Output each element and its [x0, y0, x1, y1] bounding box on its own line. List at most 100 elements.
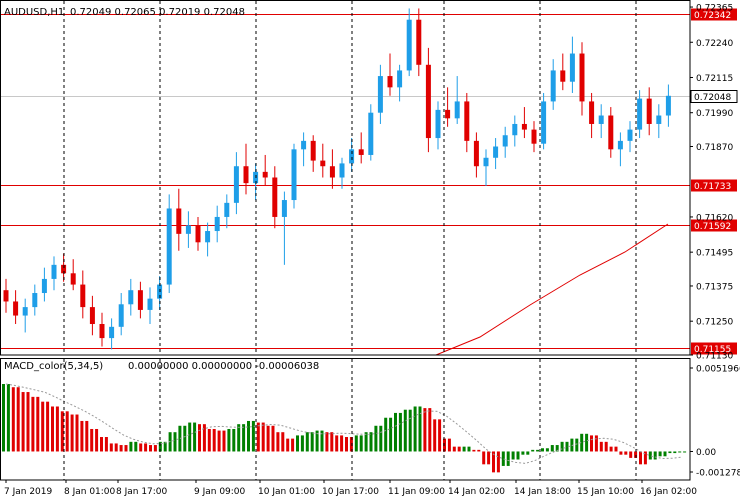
candle[interactable]	[656, 104, 662, 139]
candle[interactable]	[195, 216, 201, 251]
macd-bar	[256, 422, 260, 452]
candle[interactable]	[176, 188, 182, 251]
candle-body	[416, 19, 422, 65]
candle[interactable]	[80, 270, 86, 319]
candle[interactable]	[157, 276, 163, 310]
candle[interactable]	[13, 290, 19, 325]
candle[interactable]	[569, 36, 575, 93]
candle[interactable]	[377, 64, 383, 124]
candle[interactable]	[89, 295, 95, 336]
candle[interactable]	[118, 293, 124, 336]
candle[interactable]	[147, 287, 153, 325]
candle[interactable]	[291, 143, 297, 209]
candle[interactable]	[205, 222, 211, 257]
candle[interactable]	[531, 121, 537, 153]
macd-bar	[340, 435, 344, 452]
candle[interactable]	[397, 64, 403, 102]
candle[interactable]	[560, 53, 566, 91]
candle[interactable]	[109, 318, 115, 350]
macd-bar	[487, 451, 491, 465]
macd-bar	[658, 451, 662, 457]
candle[interactable]	[598, 104, 604, 139]
macd-bar	[521, 451, 525, 455]
macd-bar	[178, 425, 182, 452]
candle[interactable]	[579, 42, 585, 116]
macd-bar	[349, 437, 353, 452]
candle[interactable]	[185, 211, 191, 248]
candle[interactable]	[368, 104, 374, 161]
candle[interactable]	[339, 157, 345, 189]
candle[interactable]	[445, 87, 451, 127]
macd-bar	[379, 425, 383, 452]
candle[interactable]	[224, 194, 230, 229]
candle[interactable]	[406, 8, 412, 77]
candle[interactable]	[483, 149, 489, 186]
candle[interactable]	[416, 8, 422, 77]
candle[interactable]	[646, 87, 652, 136]
candle[interactable]	[473, 132, 479, 178]
macd-bar	[119, 445, 123, 452]
price-axis-label: 0.71130	[696, 352, 733, 362]
candle[interactable]	[166, 194, 172, 294]
candle[interactable]	[493, 138, 499, 170]
macd-bar	[418, 406, 422, 452]
candle[interactable]	[349, 138, 355, 172]
time-axis-label: 9 Jan 09:00	[194, 487, 246, 497]
candle[interactable]	[608, 107, 614, 158]
candle[interactable]	[521, 107, 527, 139]
candle[interactable]	[627, 121, 633, 153]
macd-bar	[467, 446, 471, 452]
time-axis-label: 14 Jan 18:00	[514, 487, 571, 497]
candle[interactable]	[214, 205, 220, 243]
macd-bar	[153, 445, 157, 452]
candle[interactable]	[329, 149, 335, 189]
candle[interactable]	[589, 92, 595, 139]
macd-bar	[526, 451, 530, 455]
time-axis-label: 10 Jan 01:00	[258, 487, 315, 497]
candle[interactable]	[128, 278, 134, 316]
candle[interactable]	[550, 59, 556, 110]
candle[interactable]	[665, 84, 671, 127]
main-price-pane[interactable]: 0.72342 0.71733 0.71592 0.71155 0.72048	[1, 8, 738, 356]
candle[interactable]	[502, 126, 508, 158]
candle[interactable]	[272, 166, 278, 229]
candle[interactable]	[233, 152, 239, 215]
macd-bar	[614, 446, 618, 452]
candle[interactable]	[425, 47, 431, 153]
candle[interactable]	[3, 278, 9, 313]
candle[interactable]	[617, 132, 623, 167]
candle[interactable]	[137, 281, 143, 319]
candle[interactable]	[454, 76, 460, 124]
candle[interactable]	[464, 92, 470, 153]
candle-body	[397, 70, 403, 88]
candle[interactable]	[301, 132, 307, 167]
candle[interactable]	[41, 267, 47, 302]
candle[interactable]	[541, 92, 547, 150]
macd-bar	[501, 451, 505, 466]
candle[interactable]	[387, 53, 393, 96]
macd-bar	[609, 446, 613, 452]
candle[interactable]	[99, 312, 105, 347]
candle[interactable]	[32, 284, 38, 316]
macd-bar	[575, 438, 579, 452]
macd-bar	[75, 414, 79, 452]
macd-indicator-pane[interactable]	[2, 383, 687, 473]
macd-bar	[550, 445, 554, 452]
candle[interactable]	[243, 143, 249, 195]
candle[interactable]	[435, 101, 441, 150]
candle[interactable]	[51, 256, 57, 291]
candle[interactable]	[512, 115, 518, 147]
macd-bar	[183, 425, 187, 452]
candle[interactable]	[637, 90, 643, 139]
candle[interactable]	[281, 191, 287, 265]
candle[interactable]	[70, 259, 76, 291]
candle[interactable]	[310, 135, 316, 172]
candle[interactable]	[320, 143, 326, 178]
candle[interactable]	[262, 154, 268, 186]
candle[interactable]	[358, 132, 364, 164]
macd-bar	[193, 422, 197, 452]
macd-bar	[90, 428, 94, 452]
candle[interactable]	[22, 298, 28, 333]
macd-bar	[261, 422, 265, 452]
